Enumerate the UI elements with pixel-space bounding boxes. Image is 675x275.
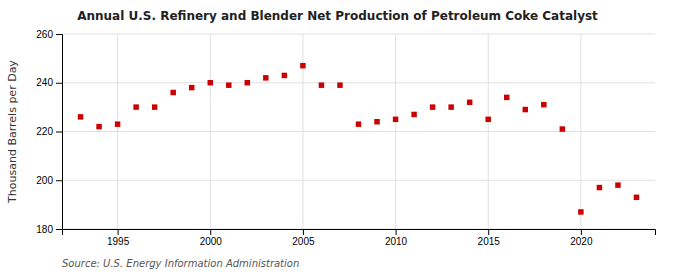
grid-line-y (62, 34, 655, 35)
point (634, 195, 639, 200)
grid-line-y (62, 180, 655, 181)
tick: 220 (36, 126, 62, 137)
grid-line-x (488, 34, 489, 229)
tick-label: 240 (36, 77, 53, 88)
point (504, 95, 509, 100)
chart-svg: 1995 2000 2005 2010 2015 2020 180 200 220 240 260 A… (0, 0, 675, 275)
point (133, 104, 138, 109)
tick: 1995 (107, 229, 130, 247)
x-axis: 1995 2000 2005 2010 2015 2020 (63, 229, 656, 247)
tick-mark (56, 229, 62, 230)
grid-line-x (210, 34, 211, 229)
tick-mark (303, 229, 304, 235)
point (115, 121, 120, 126)
point (78, 114, 83, 119)
point (152, 104, 157, 109)
tick: 2010 (385, 229, 408, 247)
tick-mark (56, 34, 62, 35)
tick-label: 260 (36, 29, 53, 40)
tick-mark (118, 229, 119, 235)
tick-mark (210, 229, 211, 235)
tick: 200 (36, 175, 62, 186)
tick: 2015 (478, 229, 501, 247)
tick: 180 (36, 224, 62, 235)
point (411, 112, 416, 117)
point (337, 82, 342, 87)
point (208, 80, 213, 85)
point (319, 82, 324, 87)
tick-label: 1995 (107, 236, 130, 247)
point (467, 100, 472, 105)
grid-line-x (395, 34, 396, 229)
grid-line-y (62, 131, 655, 132)
point (597, 185, 602, 190)
tick-label: 2005 (292, 236, 315, 247)
grid-line-x (117, 34, 118, 229)
tick-label: 2020 (570, 236, 593, 247)
y-axis-title: Thousand Barrels per Day (6, 60, 19, 204)
points (78, 63, 639, 215)
point (541, 102, 546, 107)
point (560, 126, 565, 131)
tick-label: 220 (36, 126, 53, 137)
tick-mark (581, 229, 582, 235)
axis-line (63, 230, 656, 236)
point (523, 107, 528, 112)
y-axis: 180 200 220 240 260 (36, 29, 62, 235)
point (615, 182, 620, 187)
axis-line (56, 35, 63, 230)
grid-line-x (580, 34, 581, 229)
tick-label: 2010 (385, 236, 408, 247)
plot-area: 1995 2000 2005 2010 2015 2020 180 200 220 240 260 (36, 29, 655, 247)
point (189, 85, 194, 90)
point (356, 121, 361, 126)
title: Annual U.S. Refinery and Blender Net Pro… (77, 9, 598, 23)
point (448, 104, 453, 109)
tick-label: 2000 (200, 236, 223, 247)
tick-mark (56, 132, 62, 133)
tick: 2000 (200, 229, 223, 247)
point (485, 117, 490, 122)
tick: 240 (36, 77, 62, 88)
tick-label: 2015 (478, 236, 501, 247)
point (282, 73, 287, 78)
tick: 2020 (570, 229, 593, 247)
tick-mark (488, 229, 489, 235)
tick: 2005 (292, 229, 315, 247)
tick-mark (56, 180, 62, 181)
tick: 260 (36, 29, 62, 40)
annotation: Source: U.S. Energy Information Administ… (62, 258, 299, 269)
point (374, 119, 379, 124)
tick-mark (56, 83, 62, 84)
grid-line-y (62, 82, 655, 83)
point (430, 104, 435, 109)
grid (62, 34, 655, 229)
tick-mark (396, 229, 397, 235)
point (393, 117, 398, 122)
point (263, 75, 268, 80)
point (226, 82, 231, 87)
tick-label: 200 (36, 175, 53, 186)
point (170, 90, 175, 95)
point (578, 209, 583, 214)
point (96, 124, 101, 129)
chart-container: 1995 2000 2005 2010 2015 2020 180 200 220 240 260 A… (0, 0, 675, 275)
point (300, 63, 305, 68)
point (245, 80, 250, 85)
tick-label: 180 (36, 224, 53, 235)
